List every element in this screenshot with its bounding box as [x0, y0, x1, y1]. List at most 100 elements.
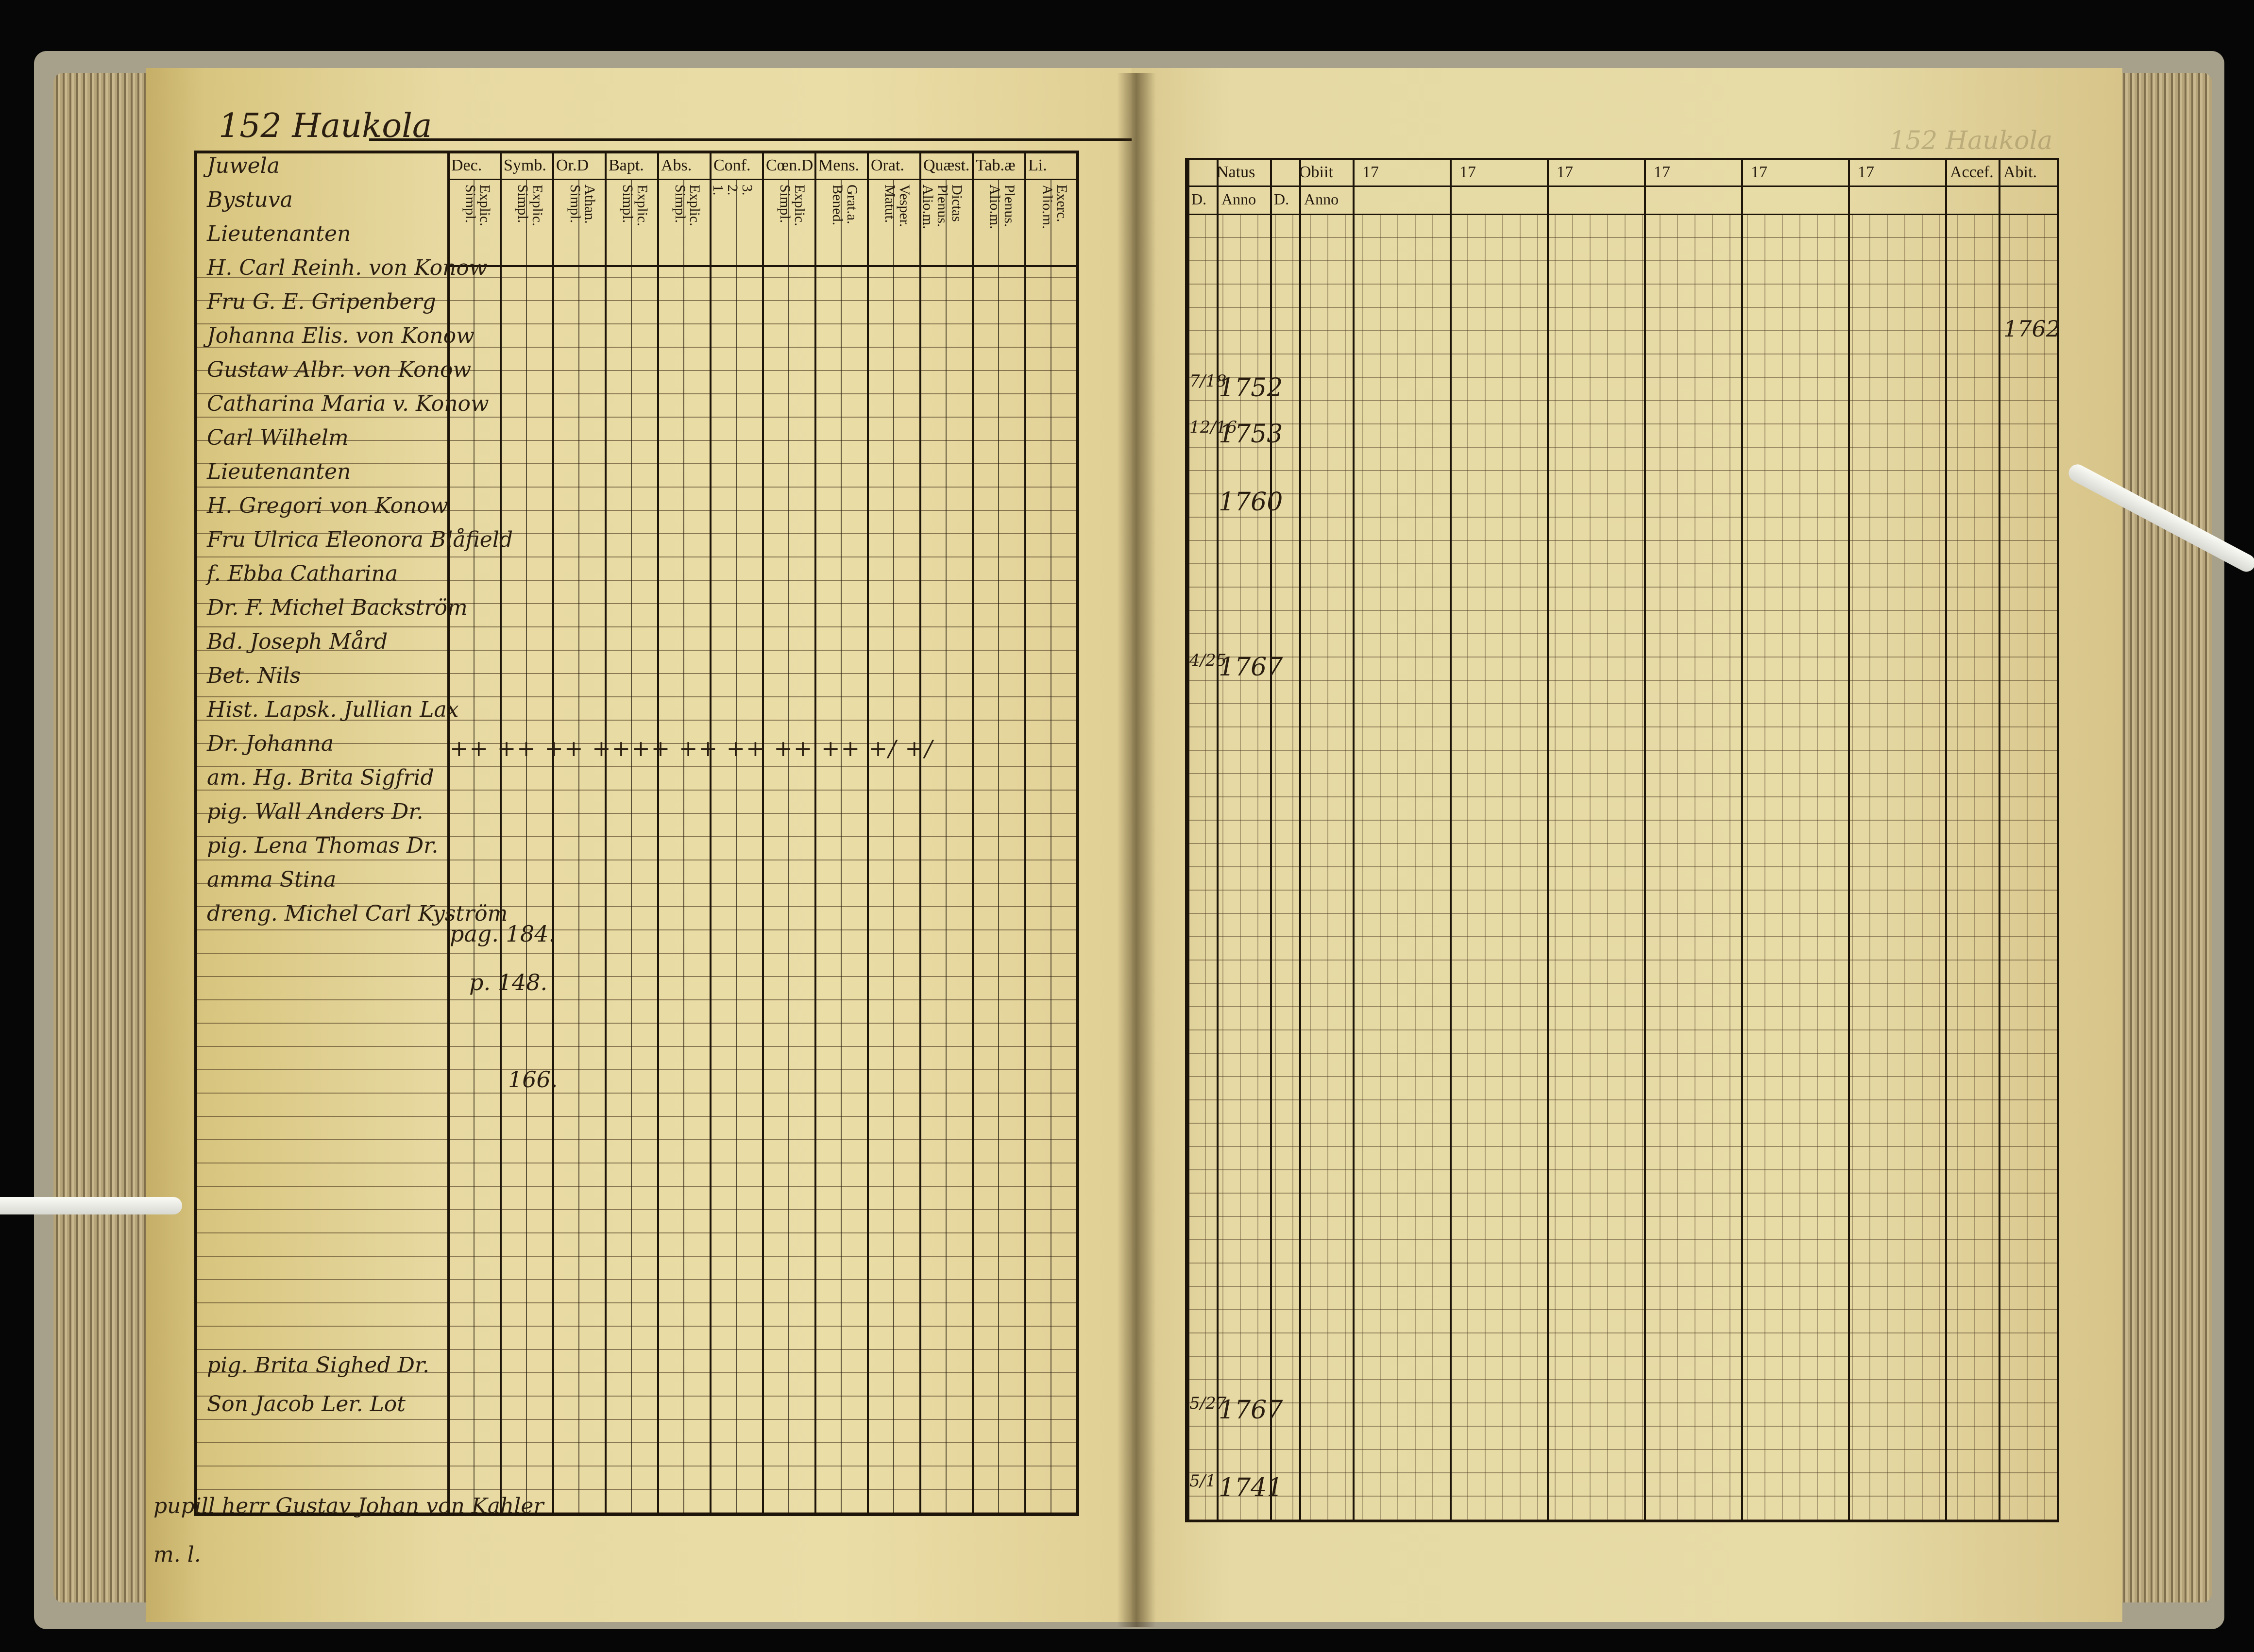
right-col-header: 17 — [1751, 163, 1767, 181]
right-col-header: 17 — [1362, 163, 1379, 181]
left-subcol-divider — [736, 179, 737, 1513]
left-col-header: Symb. — [504, 156, 546, 174]
register-name: pig. Brita Sighed Dr. — [207, 1353, 430, 1378]
right-col-divider — [1945, 160, 1947, 1520]
right-col-divider — [1999, 160, 2000, 1520]
register-name: pupill herr Gustav Johan von Kahler — [153, 1494, 544, 1518]
register-name: Bet. Nils — [207, 663, 301, 688]
register-name: Dr. Johanna — [207, 731, 334, 756]
birth-day: 5/1 — [1189, 1471, 1216, 1491]
register-name: Gustaw Albr. von Konow — [207, 357, 472, 382]
register-name: Lieutenanten — [207, 221, 351, 246]
left-col-divider — [762, 153, 764, 1513]
birth-year: 1767 — [1219, 653, 1283, 682]
register-name: Carl Wilhelm — [207, 425, 349, 450]
book-gutter — [1117, 73, 1156, 1627]
left-col-header: Or.D — [556, 156, 589, 174]
right-col-header: 17 — [1858, 163, 1874, 181]
register-name: amma Stina — [207, 867, 337, 892]
left-subcol-divider — [683, 179, 684, 1513]
birth-day: 5/27 — [1189, 1394, 1227, 1413]
left-col-header: Cœn.D — [766, 156, 813, 174]
marks-row: ++ ++ ++ ++++ ++ ++ ++ ++ +/ +/ — [450, 735, 933, 761]
birth-year: 1767 — [1219, 1396, 1283, 1425]
right-col-header: Obiit — [1299, 163, 1333, 181]
register-name: H. Carl Reinh. von Konow — [207, 255, 488, 280]
left-subcol-divider — [788, 179, 789, 1513]
left-col-subheader: Explic. Simpl. — [620, 185, 650, 226]
left-subcol-divider — [946, 179, 947, 1513]
register-name: Son Jacob Ler. Lot — [207, 1392, 406, 1416]
register-name: Bystuva — [207, 187, 293, 212]
register-name: Johanna Elis. von Konow — [207, 323, 475, 348]
left-col-subheader: Exerc. Alio.m. — [1039, 185, 1070, 229]
page-marker-left — [0, 1197, 182, 1214]
left-register-table: Dec. Explic. Simpl. Symb. Explic. Simpl. Or.… — [153, 151, 1079, 1567]
left-col-divider — [447, 153, 449, 1513]
right-col-divider — [1547, 160, 1549, 1520]
right-col-subheader: D. — [1274, 190, 1289, 208]
page-ref-2: p. 148. — [469, 969, 548, 995]
left-col-subheader: Vesper. Matut. — [882, 185, 913, 227]
left-col-subheader: Dictas Plenus. Alio.m. — [920, 185, 965, 229]
right-col-header: Abit. — [2003, 163, 2037, 181]
right-col-header: 17 — [1654, 163, 1670, 181]
left-col-subheader: 3. 2. 1. — [710, 185, 755, 196]
left-col-header: Abs. — [661, 156, 692, 174]
right-col-divider — [1187, 160, 1189, 1520]
right-col-divider — [1299, 160, 1301, 1520]
birth-day: 12/16 — [1189, 418, 1237, 437]
register-name: m. l. — [153, 1542, 201, 1567]
left-col-subheader: Explic. Simpl. — [462, 185, 493, 226]
left-col-divider — [919, 153, 921, 1513]
right-col-subheader: Anno — [1221, 190, 1256, 208]
left-subcol-divider — [841, 179, 842, 1513]
left-col-divider — [657, 153, 659, 1513]
left-subcol-divider — [474, 179, 475, 1513]
register-name: am. Hg. Brita Sigfrid — [207, 765, 434, 790]
right-register-table: Natus Obiit 17 17 17 17 17 17 Accef. Abit. D. Anno D… — [1185, 158, 2061, 1522]
register-name: H. Gregori von Konow — [207, 493, 448, 518]
right-col-divider — [1741, 160, 1743, 1520]
birth-day: 7/18 — [1189, 371, 1227, 391]
right-col-subheader: Anno — [1304, 190, 1339, 208]
left-col-divider — [710, 153, 712, 1513]
right-col-header: 17 — [1459, 163, 1476, 181]
register-name: Bd. Joseph Mård — [207, 629, 388, 654]
register-name: Lieutenanten — [207, 459, 351, 484]
page-ref-3: 166. — [508, 1066, 558, 1093]
register-name: f. Ebba Catharina — [207, 561, 398, 586]
left-col-divider — [1077, 153, 1079, 1513]
right-col-divider — [1217, 160, 1219, 1520]
birth-year: 1760 — [1219, 488, 1283, 517]
left-col-divider — [972, 153, 974, 1513]
left-col-divider — [1024, 153, 1026, 1513]
left-col-subheader: Athan. Simpl. — [567, 185, 598, 224]
register-name: Hist. Lapsk. Jullian Lax — [207, 697, 459, 722]
birth-year: 1753 — [1219, 420, 1283, 449]
right-col-header: Natus — [1217, 163, 1255, 181]
right-col-header: Accef. — [1950, 163, 1994, 181]
right-col-divider — [1644, 160, 1646, 1520]
left-subcol-divider — [631, 179, 632, 1513]
left-col-subheader: Grat.a. Bened. — [830, 185, 860, 226]
left-col-divider — [605, 153, 607, 1513]
left-col-divider — [867, 153, 869, 1513]
left-col-header: Quæst. — [923, 156, 970, 174]
left-subcol-divider — [893, 179, 894, 1513]
left-col-divider — [500, 153, 502, 1513]
birth-year: 1741 — [1219, 1473, 1283, 1502]
left-col-header: Orat. — [871, 156, 904, 174]
left-col-header: Tab.æ — [976, 156, 1016, 174]
left-subcol-divider — [578, 179, 579, 1513]
left-col-divider — [552, 153, 554, 1513]
register-name: pig. Wall Anders Dr. — [207, 799, 424, 824]
left-subcol-divider — [526, 179, 527, 1513]
right-col-subheader: D. — [1191, 190, 1207, 208]
page-ref-1: pag. 184. — [450, 921, 556, 947]
left-col-divider — [814, 153, 816, 1513]
left-col-subheader: Explic. Simpl. — [777, 185, 808, 226]
left-col-subheader: Explic. Simpl. — [672, 185, 703, 226]
register-name: Fru G. E. Gripenberg — [207, 289, 436, 314]
abit-year: 1762 — [2003, 316, 2061, 342]
